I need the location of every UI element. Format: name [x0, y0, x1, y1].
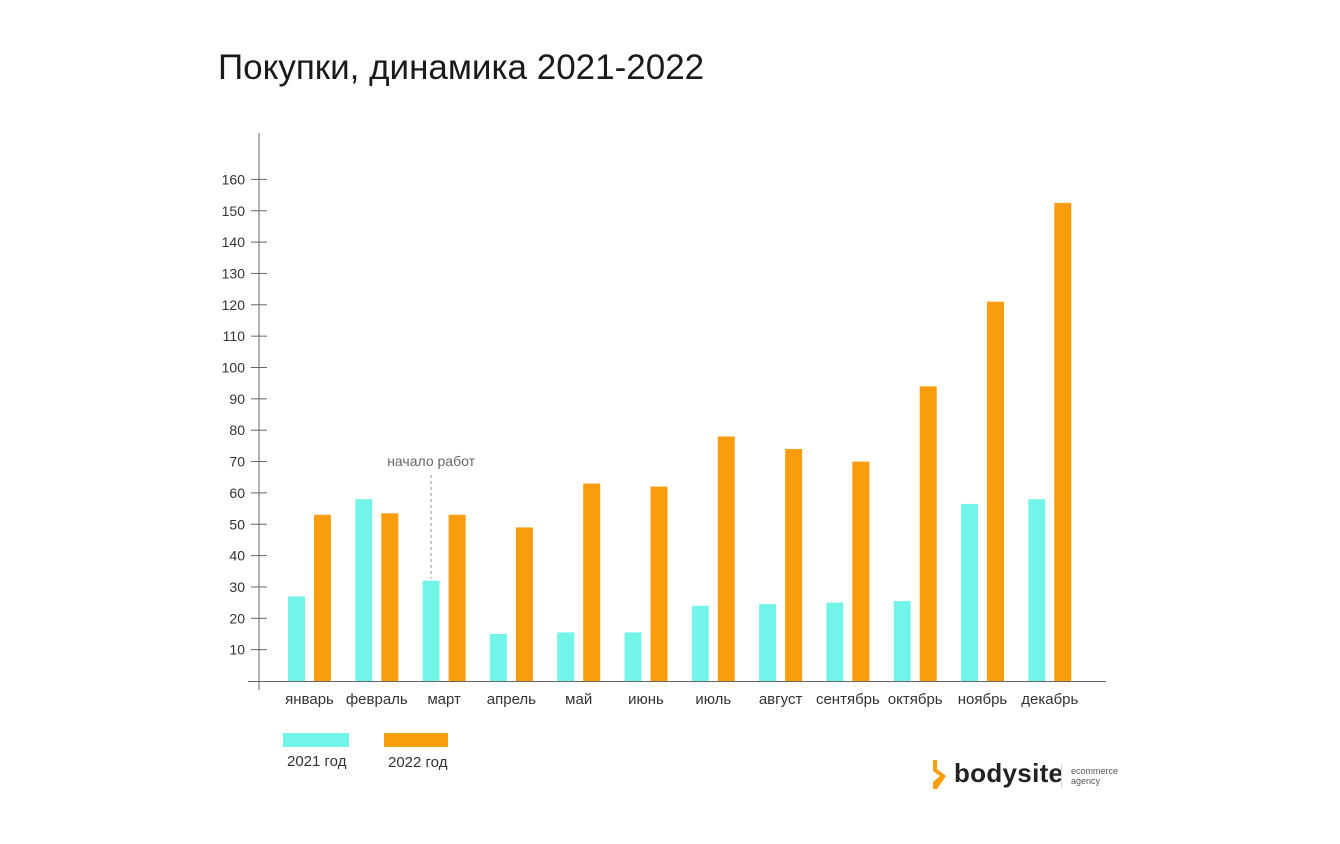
- y-tick-label: 130: [222, 265, 246, 281]
- y-tick-label: 70: [229, 454, 245, 470]
- bar-2021: [961, 503, 978, 681]
- y-tick-label: 60: [229, 485, 245, 501]
- bar-2022: [852, 461, 870, 681]
- bar-2022: [785, 449, 803, 681]
- chart-title: Покупки, динамика 2021-2022: [218, 48, 705, 87]
- bar-2021: [759, 604, 777, 681]
- legend-swatch-2022: [384, 733, 448, 747]
- legend-label-2022: 2022 год: [388, 754, 448, 771]
- y-tick-label: 20: [229, 610, 245, 626]
- bar-2021: [489, 634, 507, 681]
- y-tick-label: 90: [229, 391, 245, 407]
- bar-2021: [826, 602, 844, 681]
- legend-swatch-2021: [283, 733, 349, 747]
- legend-label-2021: 2021 год: [287, 753, 347, 770]
- y-tick-label: 80: [229, 422, 245, 438]
- bar-2022: [717, 436, 735, 681]
- x-tick-label: март: [427, 691, 461, 708]
- y-tick-label: 110: [223, 328, 246, 344]
- bar-2022: [583, 483, 601, 681]
- y-tick-label: 10: [229, 642, 245, 658]
- x-tick-label: декабрь: [1021, 691, 1078, 708]
- y-tick-label: 120: [222, 297, 246, 313]
- bar-2022: [314, 514, 331, 681]
- bar-2022: [987, 301, 1004, 681]
- logo-tagline: ecommerce agency: [1071, 766, 1118, 786]
- x-tick-label: ноябрь: [958, 691, 1008, 708]
- y-tick-label: 140: [222, 234, 246, 250]
- bar-2021: [422, 580, 440, 681]
- bodysite-logo-icon: [933, 760, 946, 789]
- bar-2021: [1028, 499, 1046, 681]
- x-tick-label: июнь: [628, 691, 664, 708]
- logo-name: bodysite: [954, 758, 1064, 788]
- bar-2021: [288, 596, 305, 681]
- logo-divider: [1061, 764, 1062, 788]
- bar-2021: [691, 605, 709, 681]
- x-tick-label: январь: [285, 691, 334, 708]
- bar-2022: [515, 527, 533, 681]
- logo-tagline-line2: agency: [1071, 776, 1101, 786]
- bar-2022: [381, 513, 399, 681]
- y-tick-label: 40: [229, 548, 245, 564]
- bar-2021: [624, 632, 642, 681]
- x-tick-label: апрель: [487, 691, 536, 708]
- x-tick-label: май: [565, 691, 592, 708]
- x-tick-label: октябрь: [888, 691, 943, 708]
- y-tick-label: 100: [222, 360, 246, 376]
- bar-2022: [448, 514, 466, 681]
- bar-2022: [650, 486, 668, 681]
- y-tick-label: 160: [222, 171, 246, 187]
- x-tick-label: февраль: [346, 691, 408, 708]
- bar-2021: [893, 601, 911, 681]
- y-tick-label: 30: [229, 579, 245, 595]
- bar-2022: [919, 386, 937, 681]
- bar-2021: [557, 632, 575, 681]
- x-tick-label: сентябрь: [816, 691, 880, 708]
- bar-2022: [1054, 202, 1072, 681]
- bar-2021: [355, 499, 373, 681]
- x-tick-label: июль: [695, 691, 731, 708]
- annotation-label: начало работ: [387, 453, 475, 469]
- y-tick-label: 150: [222, 203, 246, 219]
- logo-tagline-line1: ecommerce: [1071, 766, 1119, 776]
- x-tick-label: август: [759, 691, 803, 708]
- y-tick-label: 50: [229, 516, 245, 532]
